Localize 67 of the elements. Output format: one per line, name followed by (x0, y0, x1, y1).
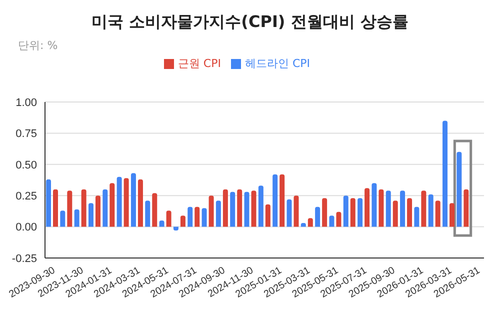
bar (258, 186, 264, 227)
bar (180, 216, 186, 227)
bar (216, 200, 221, 227)
y-tick-label: 1.00 (16, 96, 37, 109)
bar (286, 199, 292, 227)
bar (294, 196, 299, 227)
bar (364, 188, 370, 227)
bar (392, 200, 398, 227)
bar (372, 183, 377, 227)
bar (110, 183, 115, 227)
y-tick-label: 0.00 (16, 222, 37, 234)
bar (464, 189, 469, 227)
bar (358, 198, 363, 227)
bar (329, 216, 334, 227)
legend-label: 근원 CPI (178, 57, 221, 70)
bar (442, 120, 448, 227)
chart-title: 미국 소비자물가지수(CPI) 전월대비 상승률 (90, 12, 410, 33)
bar (124, 178, 129, 227)
bar (145, 200, 150, 227)
bar (407, 198, 412, 227)
bar (88, 203, 94, 227)
y-tick-label: -0.25 (12, 252, 37, 265)
bar (386, 190, 391, 227)
bar (435, 200, 440, 227)
bar (53, 189, 58, 227)
bar (400, 190, 406, 227)
bar (378, 189, 384, 227)
bar (456, 152, 462, 227)
bar (194, 206, 200, 227)
bar (74, 209, 80, 227)
bar (202, 208, 207, 227)
bar (308, 218, 313, 227)
legend-label: 헤드라인 CPI (245, 57, 310, 70)
bar (315, 206, 320, 227)
bar (46, 179, 51, 227)
bar (280, 174, 285, 227)
bar (322, 198, 328, 227)
chart-subtitle: 단위: % (18, 38, 58, 53)
bar (336, 212, 342, 227)
bar (272, 174, 278, 227)
bar (95, 196, 100, 227)
bar (222, 189, 228, 227)
bar (421, 190, 426, 227)
bar (67, 190, 72, 227)
bar (81, 189, 86, 227)
bar (188, 206, 193, 227)
bar (350, 198, 356, 227)
bar (102, 189, 108, 227)
bar (152, 193, 158, 227)
bar (230, 192, 236, 227)
bar (428, 194, 434, 227)
bar (343, 196, 348, 227)
bar (237, 189, 242, 227)
y-tick-label: 0.75 (16, 128, 37, 140)
bar (414, 206, 420, 227)
bar (130, 173, 136, 227)
y-tick-label: 0.25 (16, 190, 37, 203)
bar (208, 196, 214, 227)
bar (116, 176, 122, 227)
bar (60, 210, 66, 227)
bar (166, 210, 172, 227)
bar (450, 203, 455, 227)
bar (251, 190, 256, 227)
bar (138, 179, 143, 227)
bar (244, 192, 250, 227)
y-tick-label: 0.50 (16, 159, 37, 172)
bar (265, 204, 270, 227)
